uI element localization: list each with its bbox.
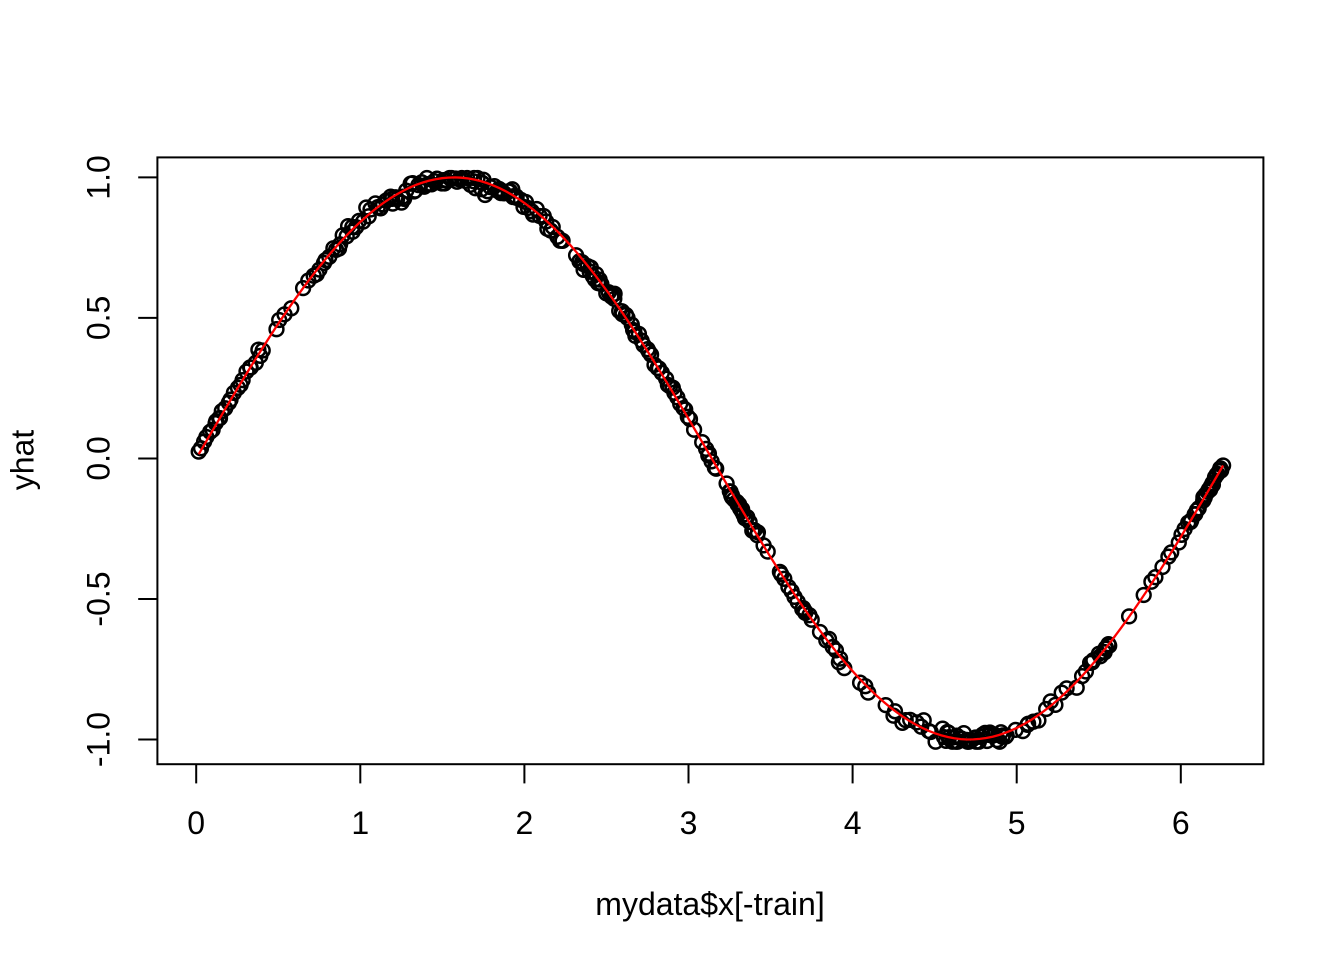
svg-text:1: 1 — [351, 805, 369, 841]
svg-text:-1.0: -1.0 — [80, 712, 116, 767]
svg-text:yhat: yhat — [5, 430, 41, 491]
svg-text:0: 0 — [187, 805, 205, 841]
svg-text:3: 3 — [680, 805, 698, 841]
svg-text:0.0: 0.0 — [80, 436, 116, 480]
svg-text:-0.5: -0.5 — [80, 571, 116, 626]
svg-text:5: 5 — [1008, 805, 1026, 841]
svg-text:1.0: 1.0 — [80, 155, 116, 199]
svg-text:0.5: 0.5 — [80, 296, 116, 340]
svg-text:6: 6 — [1172, 805, 1190, 841]
svg-text:mydata$x[-train]: mydata$x[-train] — [595, 886, 824, 922]
svg-text:2: 2 — [516, 805, 534, 841]
svg-text:4: 4 — [844, 805, 862, 841]
